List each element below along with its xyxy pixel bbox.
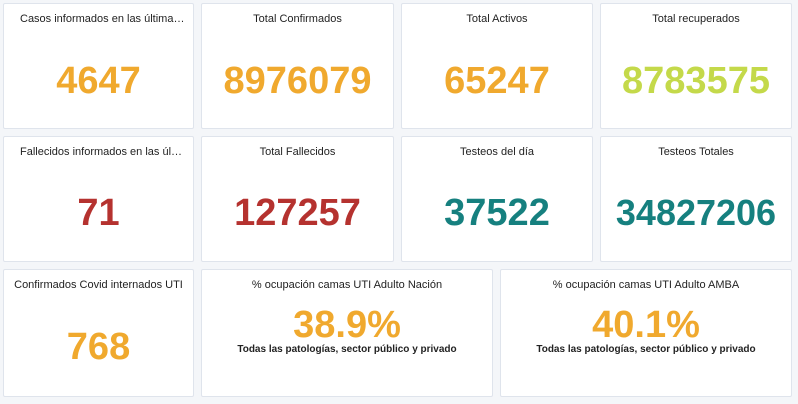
card-value: 37522 bbox=[444, 192, 550, 234]
card-icu-amba: % ocupación camas UTI Adulto AMBA 40.1% … bbox=[500, 269, 792, 397]
card-value: 34827206 bbox=[615, 192, 777, 233]
card-deaths-24h: Fallecidos informados en las últim... 71 bbox=[3, 136, 194, 262]
card-title: Total Fallecidos bbox=[259, 146, 336, 158]
card-title: Testeos del día bbox=[460, 146, 534, 158]
card-value: 4647 bbox=[56, 60, 141, 102]
card-value: 65247 bbox=[444, 60, 550, 102]
card-title: Confirmados Covid internados UTI bbox=[14, 279, 183, 291]
card-title: Fallecidos informados en las últim... bbox=[20, 146, 193, 158]
card-total-confirmed: Total Confirmados 8976079 bbox=[201, 3, 394, 129]
card-total-deaths: Total Fallecidos 127257 bbox=[201, 136, 394, 262]
card-icu-nation: % ocupación camas UTI Adulto Nación 38.9… bbox=[201, 269, 493, 397]
card-value: 71 bbox=[77, 192, 120, 234]
card-title: Total recuperados bbox=[652, 13, 740, 25]
card-title: Total Confirmados bbox=[253, 13, 342, 25]
card-subtitle: Todas las patologías, sector público y p… bbox=[536, 344, 756, 355]
card-title: % ocupación camas UTI Adulto AMBA bbox=[552, 279, 740, 291]
card-total-recovered: Total recuperados 8783575 bbox=[600, 3, 792, 129]
card-value: 127257 bbox=[234, 192, 361, 234]
card-tests-day: Testeos del día 37522 bbox=[401, 136, 593, 262]
card-title: % ocupación camas UTI Adulto Nación bbox=[251, 279, 443, 291]
card-title: Testeos Totales bbox=[658, 146, 734, 158]
card-title: Casos informados en las últimas 2... bbox=[20, 13, 193, 25]
card-value: 8783575 bbox=[622, 60, 770, 102]
card-value: 8976079 bbox=[223, 60, 372, 102]
card-title: Total Activos bbox=[466, 13, 528, 25]
card-value: 768 bbox=[66, 326, 131, 368]
card-icu-confirmed: Confirmados Covid internados UTI 768 bbox=[3, 269, 194, 397]
card-value: 40.1% bbox=[592, 304, 700, 346]
card-value: 38.9% bbox=[293, 304, 401, 346]
card-subtitle: Todas las patologías, sector público y p… bbox=[237, 344, 457, 355]
card-cases-24h: Casos informados en las últimas 2... 464… bbox=[3, 3, 194, 129]
card-tests-total: Testeos Totales 34827206 bbox=[600, 136, 792, 262]
card-total-active: Total Activos 65247 bbox=[401, 3, 593, 129]
